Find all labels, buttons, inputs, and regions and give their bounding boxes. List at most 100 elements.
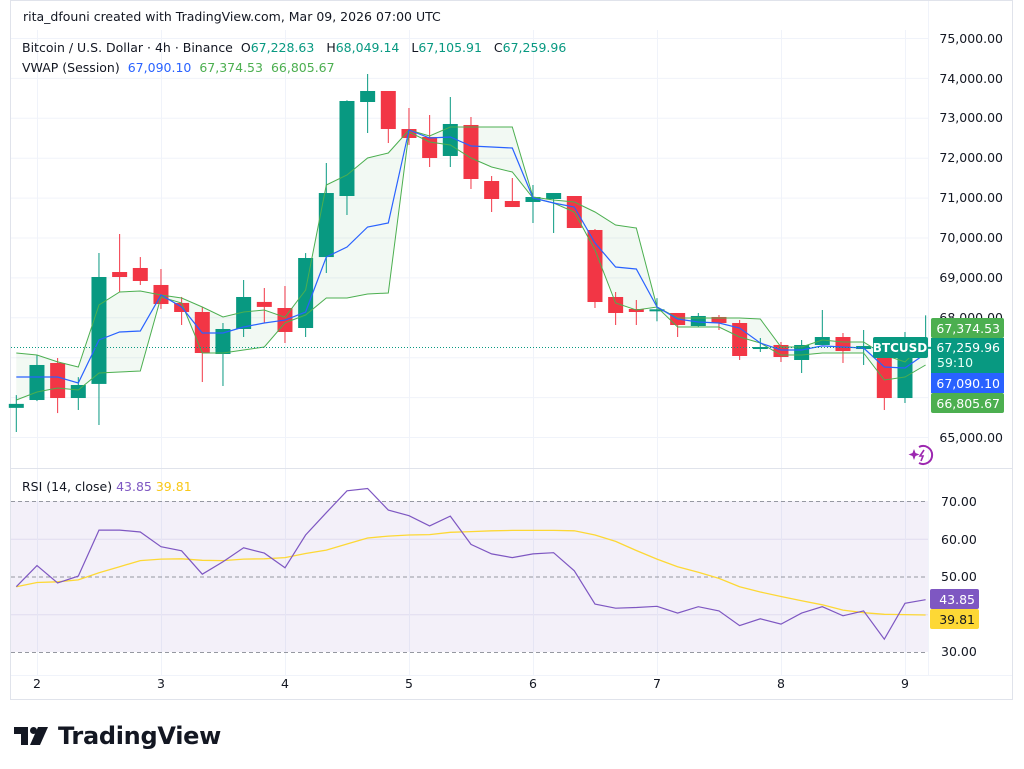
candle-body [711, 316, 727, 324]
rsi-tick: 70.00 [941, 494, 977, 509]
candle-down [484, 176, 500, 213]
rsi-tick: 60.00 [941, 532, 977, 547]
candle-body [298, 258, 314, 328]
time-tick: 7 [653, 676, 661, 691]
symbol-title: Bitcoin / U.S. Dollar · 4h · Binance [22, 40, 233, 55]
tradingview-logo-icon [14, 727, 48, 745]
high-value: 68,049.14 [335, 40, 400, 55]
last-price-badge: 67,259.96 59:10 [931, 338, 1004, 373]
time-tick: 2 [33, 676, 41, 691]
candle-body [339, 101, 355, 197]
sparkle-icon[interactable] [908, 445, 934, 465]
rsi-ma-badge: 39.81 [930, 609, 979, 629]
tradingview-logo[interactable]: TradingView [14, 722, 221, 750]
price-tick: 65,000.00 [939, 430, 1003, 445]
candle-down [256, 288, 272, 324]
candle-body [773, 344, 789, 358]
candle-up [318, 163, 334, 274]
low-value: 67,105.91 [418, 40, 482, 55]
candle-body [690, 315, 706, 326]
vwap-lower-value: 66,805.67 [270, 60, 335, 75]
price-tick: 74,000.00 [939, 71, 1003, 86]
svg-text:66,805.67: 66,805.67 [936, 396, 1000, 411]
rsi-line [15, 487, 926, 641]
svg-text:67,090.10: 67,090.10 [936, 376, 1000, 391]
attribution-text: rita_dfouni created with TradingView.com… [23, 9, 441, 24]
rsi-tick: 30.00 [941, 644, 977, 659]
candle-up [442, 97, 458, 167]
svg-text:67,259.96: 67,259.96 [936, 340, 1000, 355]
price-tick: 72,000.00 [939, 150, 1003, 165]
candle-body [814, 337, 830, 345]
candle-body [236, 296, 252, 329]
candle-up [91, 253, 107, 426]
price-tick: 69,000.00 [939, 270, 1003, 285]
bar-countdown: 59:10 [937, 355, 973, 370]
svg-text:67,374.53: 67,374.53 [936, 321, 1000, 336]
rsi-value-badge: 43.85 [930, 589, 979, 609]
rsi-legend[interactable]: RSI (14, close) 43.85 39.81 [22, 479, 192, 494]
rsi-value: 43.85 [116, 479, 152, 494]
candle-down [132, 257, 148, 285]
candle-body [50, 362, 66, 399]
svg-text:39.81: 39.81 [939, 612, 975, 627]
candle-body [608, 296, 624, 313]
candle-body [70, 385, 86, 399]
ohlc-label: O [240, 40, 251, 55]
candle-up [360, 73, 376, 134]
vwap-line [16, 129, 926, 384]
candle-body [546, 193, 562, 199]
time-tick: 3 [157, 676, 165, 691]
candle-up [752, 338, 768, 353]
rsi-guides [11, 501, 928, 653]
svg-text:BTCUSD: BTCUSD [873, 341, 928, 355]
candle-body [256, 301, 272, 307]
candle-down [112, 233, 128, 293]
candle-body [442, 123, 458, 156]
vwap-legend[interactable]: VWAP (Session) 67,090.10 67,374.53 66,80… [22, 60, 339, 75]
candle-body [215, 328, 231, 355]
candle-body [29, 364, 45, 401]
candle-up [298, 253, 314, 338]
symbol-legend[interactable]: Bitcoin / U.S. Dollar · 4h · Binance O67… [22, 40, 574, 55]
price-tick: 70,000.00 [939, 230, 1003, 245]
time-tick: 5 [405, 676, 413, 691]
price-tick: 73,000.00 [939, 110, 1003, 125]
candle-body [380, 90, 396, 130]
rsi-ma-value: 39.81 [155, 479, 192, 494]
candle-up [8, 395, 24, 433]
ohlc-label: C [493, 40, 503, 55]
candle-body [484, 181, 500, 199]
candle-body [504, 200, 520, 208]
candle-body [835, 337, 851, 352]
time-tick: 4 [281, 676, 289, 691]
candle-body [8, 403, 24, 408]
candle-down [50, 357, 66, 414]
candle-down [380, 90, 396, 144]
time-tick: 8 [777, 676, 785, 691]
candle-body [112, 272, 128, 278]
tradingview-logo-text: TradingView [58, 722, 221, 750]
candle-up [690, 312, 706, 327]
time-tick: 9 [901, 676, 909, 691]
vwap-value: 67,090.10 [127, 60, 192, 75]
candle-down [773, 341, 789, 362]
candle-down [463, 117, 479, 189]
candle-body [91, 277, 107, 384]
rsi-title: RSI (14, close) [22, 479, 113, 494]
candle-body [132, 267, 148, 281]
open-value: 67,228.63 [250, 40, 315, 55]
candle-down [608, 292, 624, 326]
vwap-title: VWAP (Session) [22, 60, 120, 75]
candle-body [360, 90, 376, 102]
svg-text:43.85: 43.85 [939, 592, 975, 607]
candle-body [318, 193, 334, 258]
candle-up [649, 298, 665, 322]
vwap-upper-value: 67,374.53 [199, 60, 263, 75]
candle-down [732, 320, 748, 360]
candle-body [525, 197, 541, 202]
candle-up [814, 309, 830, 345]
candle-body [752, 347, 768, 350]
price-tick: 75,000.00 [939, 31, 1003, 46]
